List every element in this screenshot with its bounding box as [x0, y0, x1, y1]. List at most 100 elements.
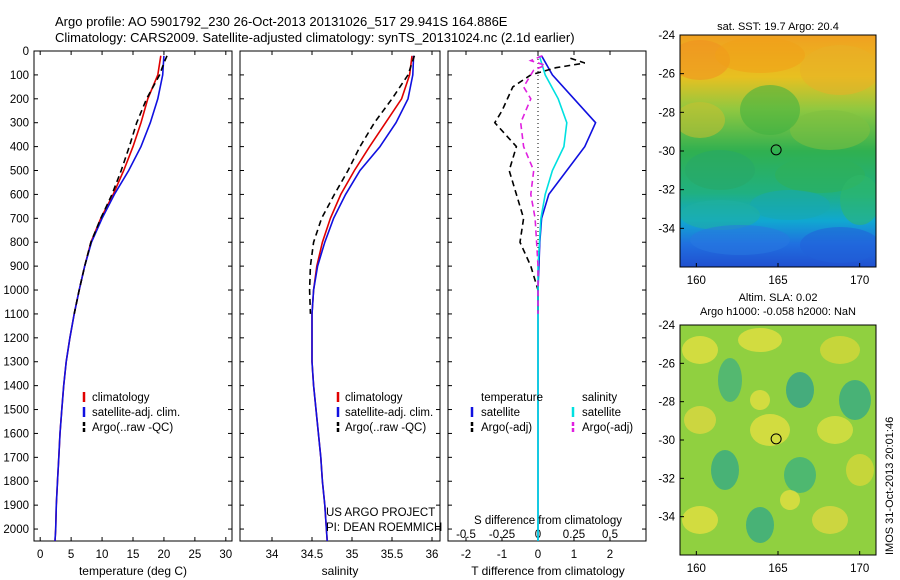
legend-salinity-title: salinity — [582, 392, 617, 404]
y-tick-label: 1100 — [4, 309, 29, 321]
x-top-tick-label: 0.25 — [563, 529, 585, 541]
x-tick-label: 1 — [571, 549, 577, 561]
y-tick-label: 1200 — [3, 333, 29, 345]
x-top-tick-label: -0.5 — [456, 529, 476, 541]
series-line-satellite-adj-clim- — [54, 55, 165, 542]
sla-texture-blob — [812, 506, 848, 534]
map-y-tick-label: -32 — [658, 473, 675, 485]
sla-map: Altim. SLA: 0.02 Argo h1000: -0.058 h200… — [658, 292, 877, 575]
argo-float-marker — [770, 144, 782, 156]
x-tick-label: 25 — [188, 549, 201, 561]
x-tick-label: 2 — [607, 549, 613, 561]
series-line-climatology — [54, 55, 162, 542]
sla-texture-blob — [780, 490, 800, 510]
legend-temp-argo: Argo(-adj) — [481, 422, 532, 434]
map-y-tick-label: -26 — [658, 69, 675, 81]
legend-temperature-title: temperature — [481, 392, 543, 404]
legend-sal-satellite: satellite — [582, 407, 621, 419]
sla-texture-blob — [682, 336, 718, 364]
salinity-axes-frame — [239, 50, 441, 542]
sla-map-title: Altim. SLA: 0.02 — [739, 292, 818, 304]
sla-texture-blob — [750, 414, 790, 446]
x-tick-label: 35.5 — [381, 549, 403, 561]
y-tick-label: 600 — [10, 189, 29, 201]
sst-map: sat. SST: 19.7 Argo: 20.4 160 165 170 -24 -2… — [658, 21, 877, 287]
temperature-profile-plot: 0100200300400500600700800900100011001200… — [3, 46, 233, 578]
difference-xlabel: T difference from climatology — [471, 564, 625, 578]
sla-texture-blob — [820, 336, 860, 364]
sla-texture-blob — [718, 358, 742, 402]
credit-line1: US ARGO PROJECT — [326, 507, 435, 519]
sla-texture-blob — [711, 450, 739, 490]
series-line-satellite-adj-clim- — [311, 55, 415, 542]
x-tick-label: 34.5 — [301, 549, 323, 561]
legend-satellite-adj: satellite-adj. clim. — [92, 407, 180, 419]
legend-climatology: climatology — [92, 392, 150, 404]
salinity-profile-plot: 34 34.5 35 35.5 36 salinity climatology sate… — [239, 50, 442, 578]
y-tick-label: 1700 — [3, 452, 29, 464]
sla-texture-blob — [684, 406, 716, 434]
y-tick-label: 300 — [10, 118, 29, 130]
sla-texture-blob — [786, 372, 814, 408]
x-tick-label: 5 — [68, 549, 74, 561]
legend-argo: Argo(..raw -QC) — [92, 422, 173, 434]
x-tick-label: 0 — [535, 549, 541, 561]
sla-texture-blob — [784, 457, 816, 493]
x-tick-label: 15 — [127, 549, 140, 561]
map-x-tick-label: 160 — [687, 563, 706, 575]
x-tick-label: 20 — [158, 549, 171, 561]
y-tick-label: 2000 — [3, 524, 29, 536]
x-tick-label: 30 — [219, 549, 232, 561]
legend-sal-argo: Argo(-adj) — [582, 422, 633, 434]
sst-texture-blob — [840, 175, 876, 225]
map-y-tick-label: -30 — [658, 435, 675, 447]
y-tick-label: 200 — [10, 94, 29, 106]
map-x-tick-label: 170 — [850, 563, 869, 575]
imos-watermark: IMOS 31-Oct-2013 20:01:46 — [884, 417, 896, 555]
difference-axes-frame — [447, 50, 647, 542]
sla-texture-blob — [817, 416, 853, 444]
sst-texture-blob — [680, 200, 760, 230]
map-y-tick-label: -34 — [658, 223, 675, 235]
sst-texture-blob — [715, 37, 805, 73]
y-tick-label: 1400 — [3, 381, 29, 393]
y-tick-label: 1900 — [3, 500, 29, 512]
x-top-tick-label: 0.5 — [602, 529, 618, 541]
x-tick-label: 10 — [96, 549, 109, 561]
credit-line2: PI: DEAN ROEMMICH — [326, 522, 442, 534]
map-y-tick-label: -34 — [658, 512, 675, 524]
argo-float-marker — [770, 433, 782, 445]
sla-texture-blob — [750, 390, 770, 410]
map-y-tick-label: -24 — [658, 30, 675, 42]
salinity-legend: climatology satellite-adj. clim. Argo(..… — [336, 392, 433, 434]
x-tick-label: 34 — [266, 549, 279, 561]
map-y-tick-label: -30 — [658, 146, 675, 158]
y-tick-label: 800 — [10, 237, 29, 249]
sst-texture-blob — [740, 85, 800, 135]
series-line-argo-adj- — [493, 57, 586, 314]
map-x-tick-label: 165 — [768, 275, 787, 287]
map-y-tick-label: -28 — [658, 107, 675, 119]
sst-texture-blob — [685, 150, 755, 190]
x-top-tick-label: -0.25 — [489, 529, 515, 541]
x-tick-label: -2 — [461, 549, 471, 561]
sst-texture-blob — [775, 157, 865, 193]
sst-map-title: sat. SST: 19.7 Argo: 20.4 — [717, 21, 839, 33]
x-tick-label: 0 — [37, 549, 43, 561]
series-line-satellite — [537, 55, 568, 541]
map-x-tick-label: 160 — [687, 275, 706, 287]
series-line-climatology — [311, 55, 413, 542]
temperature-xlabel: temperature (deg C) — [79, 564, 187, 578]
map-y-tick-label: -24 — [658, 320, 675, 332]
sla-texture-blob — [682, 506, 718, 534]
series-line-argo-raw-qc- — [73, 55, 168, 315]
y-tick-label: 900 — [10, 261, 29, 273]
sst-texture-blob — [750, 190, 830, 220]
legend-argo: Argo(..raw -QC) — [345, 422, 426, 434]
map-y-tick-label: -28 — [658, 397, 675, 409]
salinity-xlabel: salinity — [322, 564, 359, 578]
series-line-argo-adj- — [519, 55, 548, 314]
y-tick-label: 1300 — [3, 357, 29, 369]
difference-xlabel-top: S difference from climatology — [474, 515, 622, 527]
